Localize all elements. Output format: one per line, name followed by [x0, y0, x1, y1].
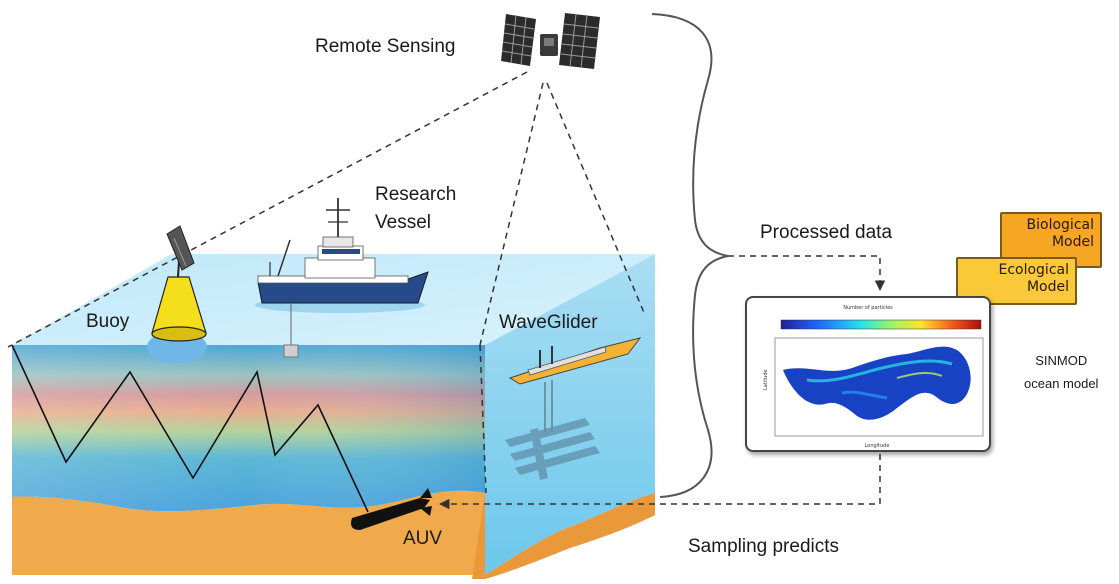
auv-icon [351, 488, 432, 530]
sinmod-label-line2: ocean model [1024, 376, 1099, 391]
ecological-model-line1: Ecological [998, 262, 1069, 278]
seabed-front [12, 490, 485, 575]
biological-model-line2: Model [1051, 234, 1094, 250]
auv-label: AUV [403, 528, 443, 549]
curly-brace-icon [651, 13, 729, 498]
processed-data-label: Processed data [760, 222, 893, 243]
fjord-shape [783, 346, 971, 420]
waveglider-label: WaveGlider [499, 312, 598, 333]
sampling-predicts-arrow [438, 454, 881, 510]
remote-sensing-label: Remote Sensing [315, 36, 456, 57]
sinmod-output-panel: Number of particles Latitude Longitude [745, 296, 991, 452]
colorbar [780, 319, 982, 330]
buoy-icon [147, 225, 207, 363]
plot-title: Number of particles [843, 305, 893, 311]
sinmod-label: SINMOD ocean model [1024, 352, 1098, 392]
satellite-icon [501, 13, 600, 69]
seabed-side [485, 493, 655, 579]
research-vessel-label-line2: Vessel [375, 212, 431, 233]
plot-xlabel: Longitude [865, 443, 890, 449]
sinmod-plot: Number of particles Latitude Longitude [763, 305, 984, 449]
research-vessel-label-line1: Research [375, 184, 457, 205]
sampling-predicts-label: Sampling predicts [688, 536, 840, 557]
waveglider-icon [505, 337, 642, 480]
ecological-model-line2: Model [1026, 279, 1069, 295]
auv-track [11, 344, 369, 513]
buoy-label: Buoy [86, 311, 130, 332]
sensing-swath [7, 71, 646, 494]
processed-data-arrow [728, 255, 886, 292]
ocean-side-face [485, 254, 655, 575]
sinmod-label-line1: SINMOD [1035, 353, 1088, 368]
biological-model-line1: Biological [1026, 217, 1094, 233]
research-vessel-icon [255, 198, 429, 358]
plot-ylabel: Latitude [763, 369, 769, 390]
